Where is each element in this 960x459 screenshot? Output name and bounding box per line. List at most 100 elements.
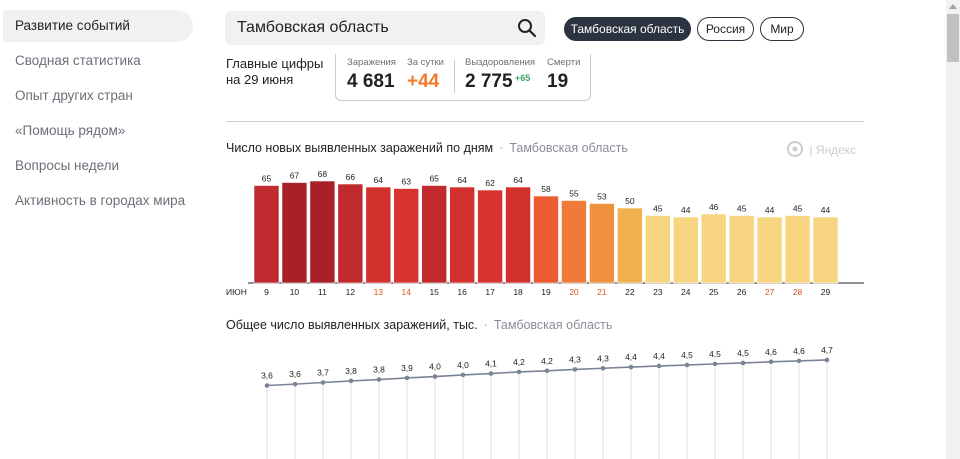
region-world-button[interactable]: Мир — [760, 17, 804, 41]
point-value-label: 3,7 — [317, 368, 329, 378]
point-value-label: 4,5 — [681, 350, 693, 360]
title-separator: · — [499, 141, 504, 155]
total-line-chart: 3,6 3,6 3,7 3,8 3,8 3,9 4,0 4,0 4,1 4,2 4,2 4,3 4,3 4… — [261, 345, 833, 459]
x-tick-label: 13 — [374, 287, 384, 297]
bar-value-label: 64 — [457, 175, 467, 185]
bar — [589, 203, 615, 284]
point-value-label: 3,6 — [289, 369, 301, 379]
bar — [281, 182, 308, 284]
bar — [505, 186, 531, 284]
key-numbers-date: на 29 июня — [226, 72, 294, 87]
point-value-label: 3,8 — [345, 366, 357, 376]
point-value-label: 4,6 — [765, 347, 777, 357]
point-value-label: 4,0 — [429, 362, 441, 372]
point-value-label: 3,6 — [261, 371, 273, 381]
bar — [477, 189, 503, 284]
point-value-label: 4,7 — [821, 345, 833, 355]
data-point — [516, 369, 522, 375]
x-tick-label: 23 — [653, 287, 663, 297]
x-tick-label: 27 — [765, 287, 775, 297]
recovered-label: Выздоровления — [465, 57, 536, 68]
bar — [561, 200, 587, 284]
search-icon[interactable] — [517, 18, 537, 38]
bar-value-label: 64 — [513, 175, 523, 185]
data-point — [824, 357, 830, 363]
bar — [337, 183, 364, 284]
total-chart-title-text: Общее число выявленных заражений, тыс. — [226, 318, 478, 332]
x-tick-label: 17 — [485, 287, 495, 297]
data-point — [320, 380, 326, 385]
x-tick-label: 15 — [429, 287, 439, 297]
bar — [617, 207, 643, 284]
bar — [253, 185, 280, 284]
bar — [449, 186, 475, 284]
daily-bar-chart: ИЮН 65 9 67 10 68 11 66 12 64 13 63 14 65 15 64 16 62 17 64… — [226, 169, 864, 297]
data-point — [684, 362, 690, 368]
scrollbar[interactable] — [946, 0, 960, 459]
bar-value-label: 64 — [374, 175, 384, 185]
point-value-label: 4,4 — [625, 352, 637, 362]
sidebar-item-city-activity[interactable]: Активность в городах мира — [15, 193, 186, 208]
x-tick-label: 26 — [737, 287, 747, 297]
point-value-label: 3,8 — [373, 365, 385, 375]
point-value-label: 4,2 — [541, 356, 553, 366]
x-tick-label: 29 — [821, 287, 831, 297]
key-divider — [454, 60, 455, 93]
infections-value: 4 681 — [347, 71, 395, 92]
x-tick-label: 19 — [541, 287, 551, 297]
x-tick-label: 12 — [346, 287, 356, 297]
data-point — [740, 360, 746, 366]
bar — [728, 215, 755, 284]
bar-value-label: 44 — [821, 205, 831, 215]
key-numbers-title: Главные цифры на 29 июня — [226, 56, 323, 88]
month-label: ИЮН — [226, 287, 247, 297]
sidebar-item-help-nearby[interactable]: «Помощь рядом» — [15, 123, 126, 138]
x-tick-label: 25 — [709, 287, 719, 297]
sidebar-item-questions[interactable]: Вопросы недели — [15, 158, 120, 173]
scroll-up-icon[interactable] — [946, 0, 960, 14]
sidebar-item-summary[interactable]: Сводная статистика — [15, 53, 141, 68]
recovered-delta: +65 — [515, 73, 531, 83]
key-numbers-panel: Заражения 4 681 За сутки +44 Выздоровлен… — [335, 54, 591, 101]
search-input[interactable] — [237, 11, 507, 45]
bar — [309, 180, 336, 284]
sidebar-item-other-countries[interactable]: Опыт других стран — [15, 88, 133, 103]
bar — [700, 213, 727, 284]
deaths-value: 19 — [547, 71, 569, 92]
bar — [812, 216, 839, 284]
bar-value-label: 58 — [541, 184, 551, 194]
x-tick-label: 14 — [402, 287, 412, 297]
data-point — [264, 383, 270, 388]
data-point — [796, 358, 802, 364]
region-russia-button[interactable]: Россия — [697, 17, 754, 41]
bar — [393, 188, 420, 284]
bar-value-label: 50 — [625, 196, 635, 206]
infections-label: Заражения — [347, 57, 396, 68]
point-value-label: 4,1 — [485, 359, 497, 369]
bar-value-label: 65 — [262, 174, 272, 184]
region-tambov-button[interactable]: Тамбовская область — [564, 17, 691, 41]
bar-value-label: 45 — [737, 204, 747, 214]
point-value-label: 4,4 — [653, 351, 665, 361]
point-value-label: 3,9 — [401, 363, 413, 373]
bar-value-label: 67 — [290, 171, 300, 181]
bar-value-label: 53 — [597, 192, 607, 202]
point-value-label: 4,5 — [737, 348, 749, 358]
sidebar-item-events[interactable]: Развитие событий — [3, 10, 193, 42]
point-value-label: 4,3 — [569, 354, 581, 364]
divider — [226, 121, 864, 122]
bar-value-label: 46 — [709, 202, 719, 212]
yandex-logo-icon — [787, 141, 803, 157]
bar — [421, 185, 448, 284]
search-bar — [225, 11, 545, 45]
bar-value-label: 66 — [346, 172, 356, 182]
daily-chart-title-text: Число новых выявленных заражений по дням — [226, 141, 494, 155]
scroll-thumb[interactable] — [947, 14, 959, 62]
recovered-value: 2 775 — [465, 71, 513, 92]
x-tick-label: 20 — [569, 287, 579, 297]
bar-value-label: 44 — [681, 205, 691, 215]
daily-chart-region: Тамбовская область — [509, 141, 628, 155]
point-value-label: 4,6 — [793, 346, 805, 356]
point-value-label: 4,3 — [597, 353, 609, 363]
data-point — [404, 375, 410, 381]
